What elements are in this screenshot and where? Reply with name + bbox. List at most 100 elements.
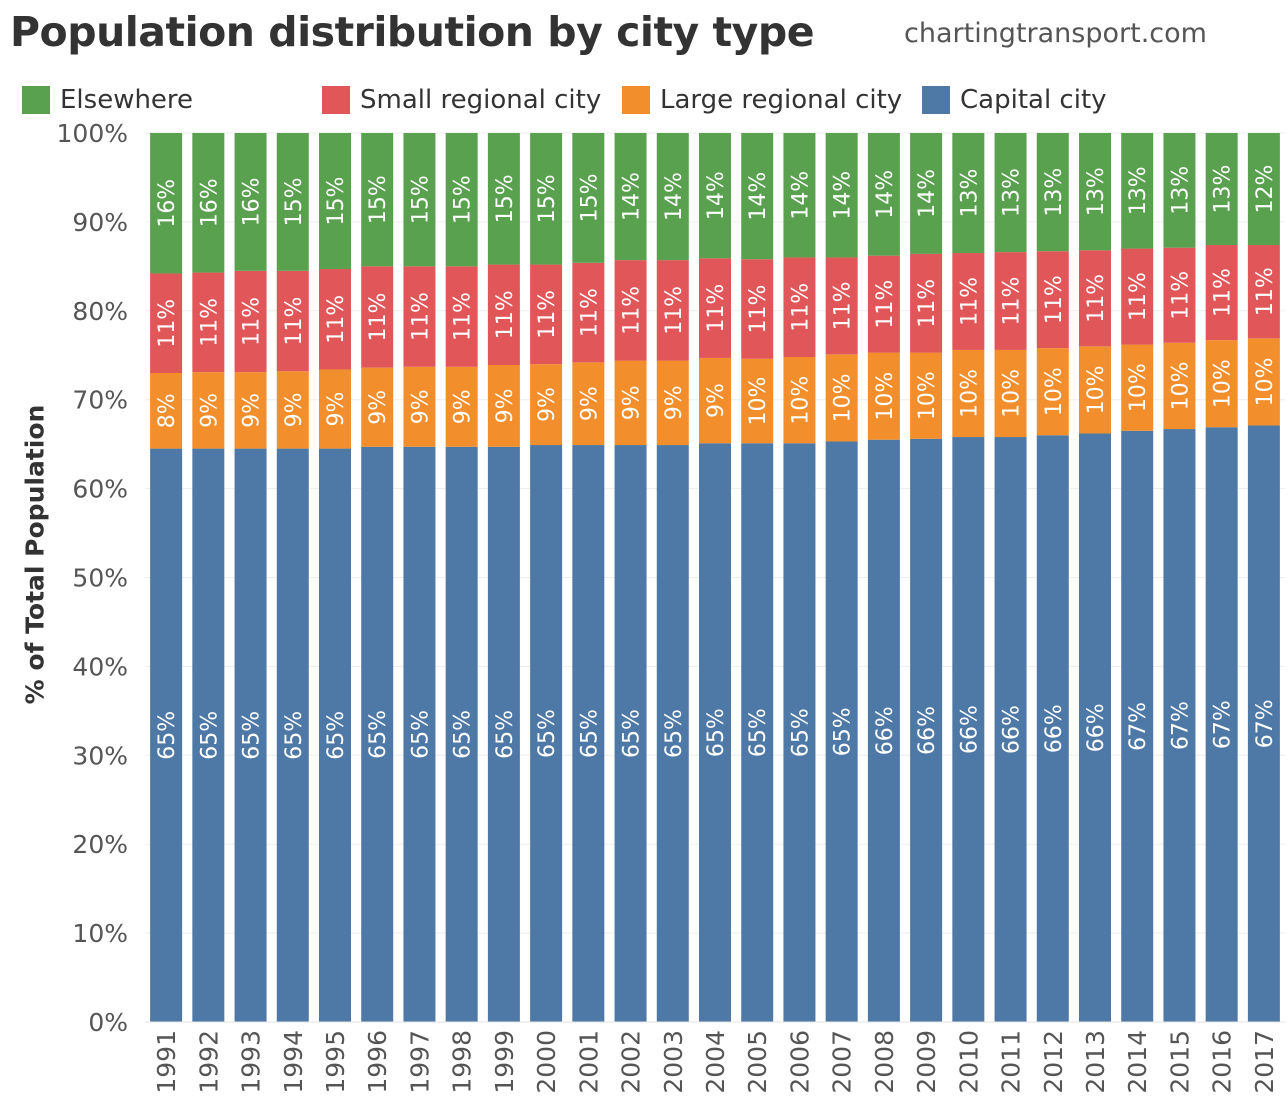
bar-segment[interactable]: [530, 264, 563, 365]
bar-segment[interactable]: [361, 446, 394, 1022]
legend-item-large-regional[interactable]: Large regional city: [622, 84, 902, 116]
bar-segment[interactable]: [572, 133, 605, 263]
bar-segment[interactable]: [572, 362, 605, 446]
bar-segment[interactable]: [1247, 425, 1280, 1023]
bar-segment[interactable]: [741, 259, 774, 359]
bar-segment[interactable]: [150, 133, 183, 274]
bar-segment[interactable]: [656, 260, 689, 361]
bar-segment[interactable]: [1036, 348, 1069, 436]
bar-segment[interactable]: [1121, 344, 1154, 431]
bar-segment[interactable]: [825, 257, 858, 355]
bar-segment[interactable]: [741, 443, 774, 1022]
bar-segment[interactable]: [1163, 247, 1196, 343]
bar-segment[interactable]: [445, 266, 478, 367]
bar-segment[interactable]: [910, 133, 943, 254]
bar-segment[interactable]: [234, 448, 267, 1023]
bar-segment[interactable]: [1205, 427, 1238, 1022]
bar-segment[interactable]: [445, 366, 478, 447]
bar-segment[interactable]: [276, 270, 309, 372]
bar-segment[interactable]: [276, 371, 309, 449]
bar-segment[interactable]: [656, 133, 689, 261]
bar-segment[interactable]: [952, 133, 985, 254]
bar-segment[interactable]: [741, 133, 774, 260]
bar-segment[interactable]: [910, 438, 943, 1022]
bar-segment[interactable]: [656, 445, 689, 1022]
bar-segment[interactable]: [487, 133, 520, 265]
bar-segment[interactable]: [1036, 133, 1069, 252]
bar-segment[interactable]: [234, 133, 267, 271]
bar-segment[interactable]: [910, 253, 943, 353]
bar-segment[interactable]: [1121, 248, 1154, 345]
bar-segment[interactable]: [952, 349, 985, 438]
bar-segment[interactable]: [1205, 340, 1238, 428]
bar-segment[interactable]: [910, 352, 943, 439]
bar-segment[interactable]: [530, 364, 563, 446]
bar-segment[interactable]: [1036, 251, 1069, 349]
bar-segment[interactable]: [614, 133, 647, 261]
bar-segment[interactable]: [319, 448, 351, 1023]
bar-segment[interactable]: [614, 260, 647, 361]
bar-segment[interactable]: [1247, 133, 1280, 246]
bar-segment[interactable]: [1163, 429, 1196, 1022]
bar-segment[interactable]: [361, 367, 394, 447]
bar-segment[interactable]: [1163, 133, 1196, 248]
bar-segment[interactable]: [1205, 245, 1238, 341]
bar-segment[interactable]: [825, 441, 858, 1022]
bar-segment[interactable]: [403, 446, 436, 1022]
bar-segment[interactable]: [150, 273, 183, 374]
bar-segment[interactable]: [741, 358, 774, 444]
bar-segment[interactable]: [783, 257, 816, 358]
bar-segment[interactable]: [1247, 245, 1280, 339]
bar-segment[interactable]: [276, 133, 309, 271]
bar-segment[interactable]: [572, 445, 605, 1022]
bar-segment[interactable]: [487, 264, 520, 366]
bar-segment[interactable]: [403, 366, 436, 447]
bar-segment[interactable]: [234, 270, 267, 373]
bar-segment[interactable]: [994, 349, 1027, 438]
bar-segment[interactable]: [867, 133, 900, 256]
bar-segment[interactable]: [614, 360, 647, 446]
bar-segment[interactable]: [699, 443, 731, 1022]
bar-segment[interactable]: [614, 445, 647, 1022]
bar-segment[interactable]: [1079, 250, 1111, 347]
bar-segment[interactable]: [234, 372, 267, 449]
bar-segment[interactable]: [1205, 133, 1238, 246]
bar-segment[interactable]: [319, 369, 351, 449]
bar-segment[interactable]: [994, 133, 1027, 253]
bar-segment[interactable]: [783, 357, 816, 444]
bar-segment[interactable]: [403, 133, 436, 267]
bar-segment[interactable]: [403, 266, 436, 367]
bar-segment[interactable]: [150, 373, 183, 449]
bar-segment[interactable]: [825, 354, 858, 442]
legend-item-capital[interactable]: Capital city: [922, 84, 1107, 116]
bar-segment[interactable]: [1121, 133, 1154, 249]
bar-segment[interactable]: [867, 439, 900, 1023]
bar-segment[interactable]: [994, 252, 1027, 350]
bar-segment[interactable]: [487, 446, 520, 1022]
bar-segment[interactable]: [192, 448, 225, 1023]
bar-segment[interactable]: [1121, 430, 1154, 1022]
bar-segment[interactable]: [1247, 338, 1280, 426]
bar-segment[interactable]: [361, 266, 394, 368]
legend-item-small-regional[interactable]: Small regional city: [322, 84, 601, 116]
bar-segment[interactable]: [1036, 435, 1069, 1022]
legend-item-elsewhere[interactable]: Elsewhere: [22, 84, 193, 116]
bar-segment[interactable]: [487, 365, 520, 447]
bar-segment[interactable]: [1079, 346, 1111, 434]
bar-segment[interactable]: [656, 360, 689, 446]
bar-segment[interactable]: [150, 448, 183, 1023]
bar-segment[interactable]: [276, 448, 309, 1023]
bar-segment[interactable]: [825, 133, 858, 258]
bar-segment[interactable]: [867, 352, 900, 440]
bar-segment[interactable]: [319, 269, 351, 370]
bar-segment[interactable]: [319, 133, 351, 270]
bar-segment[interactable]: [445, 133, 478, 267]
bar-segment[interactable]: [192, 372, 225, 449]
bar-segment[interactable]: [1079, 133, 1111, 251]
bar-segment[interactable]: [361, 133, 394, 267]
bar-segment[interactable]: [699, 133, 731, 259]
bar-segment[interactable]: [699, 258, 731, 358]
bar-segment[interactable]: [783, 443, 816, 1022]
bar-segment[interactable]: [445, 446, 478, 1022]
bar-segment[interactable]: [699, 357, 731, 444]
